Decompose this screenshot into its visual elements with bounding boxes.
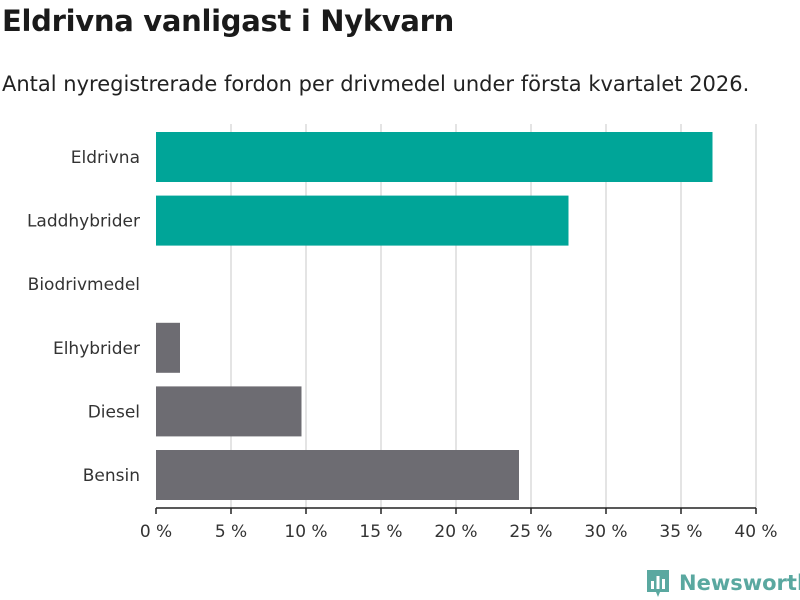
category-labels: Eldrivna Laddhybrider Biodrivmedel Elhybrid… bbox=[27, 148, 140, 486]
category-label: Diesel bbox=[88, 402, 140, 422]
category-label: Laddhybrider bbox=[27, 212, 140, 232]
bar-laddhybrider bbox=[156, 195, 569, 246]
x-tick-label: 30 % bbox=[584, 522, 627, 542]
x-tick-label: 5 % bbox=[215, 522, 247, 542]
gridlines bbox=[230, 124, 757, 508]
x-tick-label: 20 % bbox=[434, 522, 477, 542]
x-tick-label: 15 % bbox=[359, 522, 402, 542]
brand-name: Newsworthy bbox=[679, 571, 800, 595]
bar-elhybrider bbox=[156, 322, 180, 373]
x-tick-label: 25 % bbox=[509, 522, 552, 542]
x-tick-label: 10 % bbox=[284, 522, 327, 542]
category-label: Bensin bbox=[83, 466, 140, 486]
category-label: Eldrivna bbox=[71, 148, 140, 168]
x-tick-labels: 0 % 5 % 10 % 15 % 20 % 25 % 30 % 35 % 40 % bbox=[140, 508, 778, 542]
category-label: Biodrivmedel bbox=[28, 275, 140, 295]
chart-title: Eldrivna vanligast i Nykvarn bbox=[2, 4, 455, 38]
brand-logo: Newsworthy bbox=[645, 568, 800, 598]
bar-eldrivna bbox=[156, 132, 713, 182]
x-tick-label: 35 % bbox=[659, 522, 702, 542]
chart-subtitle: Antal nyregistrerade fordon per drivmede… bbox=[2, 72, 750, 96]
bar-diesel bbox=[156, 386, 302, 437]
category-label: Elhybrider bbox=[53, 339, 140, 359]
x-tick-label: 0 % bbox=[140, 522, 172, 542]
bars bbox=[156, 132, 713, 500]
x-tick-label: 40 % bbox=[734, 522, 777, 542]
bar-bensin bbox=[156, 450, 519, 500]
bar-chart-icon bbox=[647, 570, 669, 597]
